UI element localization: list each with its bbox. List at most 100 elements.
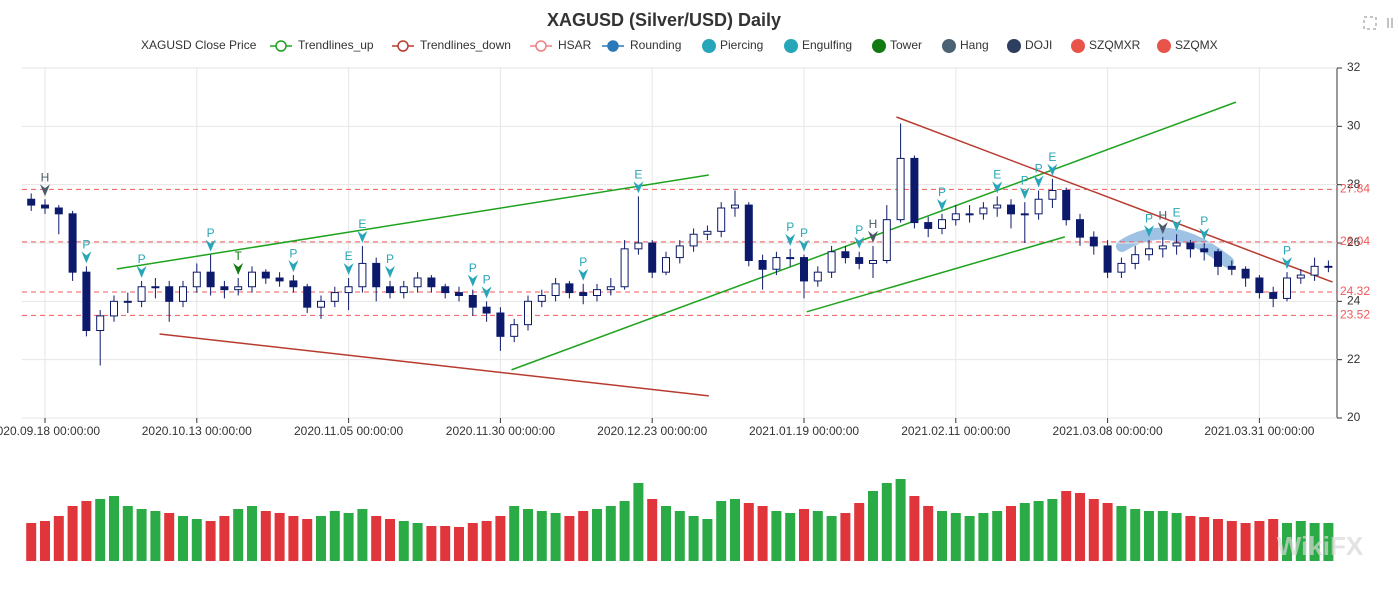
volume-bar (633, 483, 644, 561)
pattern-marker (992, 181, 1003, 194)
candle-body (1103, 245, 1112, 273)
pattern-label: E (993, 168, 1001, 182)
candle-body (441, 286, 450, 294)
volume-bar (592, 509, 602, 561)
volume-bar (1240, 523, 1251, 561)
y-tick-label: 32 (1347, 60, 1361, 74)
x-tick-label: 2021.01.19 00:00:00 (749, 424, 859, 438)
pattern-marker (633, 181, 644, 194)
candle-body (786, 257, 795, 260)
x-tick-label: 2021.03.08 00:00:00 (1053, 424, 1163, 438)
trendline (896, 116, 1333, 283)
volume-bar (67, 506, 78, 561)
candle-body (1117, 262, 1126, 273)
volume-bar (868, 491, 878, 561)
pattern-label: P (1021, 173, 1029, 187)
volume-bar (605, 506, 616, 561)
volume-bar (1323, 523, 1334, 561)
volume-bar (1102, 503, 1113, 561)
candle-body (358, 262, 367, 288)
volume-bar (481, 521, 492, 561)
candle-body (882, 219, 891, 262)
volume-bar (1144, 511, 1154, 561)
legend-icon (275, 40, 287, 52)
volume-bar (150, 511, 161, 561)
pattern-marker (385, 265, 395, 278)
volume-bar (564, 516, 575, 561)
candle-body (1255, 277, 1264, 294)
candle-body (165, 286, 174, 302)
candle-body (1283, 277, 1291, 299)
pattern-label: P (289, 246, 297, 260)
volume-bar (53, 516, 64, 561)
volume-bar (302, 519, 313, 561)
legend-icon (1157, 39, 1171, 53)
volume-bar (716, 501, 727, 561)
candle-body (206, 271, 215, 288)
candle-body (951, 213, 960, 221)
volume-bar (122, 506, 133, 561)
volume-bar (1019, 503, 1030, 561)
volume-bar (674, 511, 685, 561)
legend-label: Hang (960, 38, 989, 52)
volume-bar (647, 499, 658, 561)
pattern-label: P (579, 255, 587, 269)
pattern-label: E (634, 168, 642, 182)
x-tick-label: 2020.09.18 00:00:00 (0, 424, 100, 438)
candle-body (1269, 292, 1278, 299)
legend-icon (784, 39, 798, 53)
candle-body (427, 277, 436, 288)
candle-body (579, 292, 588, 297)
volume-bar (1199, 517, 1210, 561)
candle-body (68, 213, 77, 273)
volume-bar (785, 513, 796, 561)
candle-body (965, 213, 974, 216)
volume-bar (371, 516, 382, 561)
x-tick-label: 2021.03.31 00:00:00 (1204, 424, 1314, 438)
volume-bar (454, 527, 464, 561)
candle-body (303, 286, 312, 308)
volume-bar (730, 499, 740, 561)
candle-body (1089, 236, 1098, 247)
candle-body (179, 286, 187, 302)
candle-body (1145, 248, 1153, 256)
volume-bar (1033, 501, 1044, 561)
pattern-marker (868, 230, 878, 243)
volume-bar (854, 503, 865, 561)
candle-body (1241, 268, 1250, 279)
candle-body (96, 315, 105, 331)
volume-bar (1116, 506, 1127, 561)
volume-bar (467, 523, 478, 561)
volume-bar (329, 511, 340, 561)
volume-bar (550, 513, 561, 561)
candle-body (648, 242, 657, 273)
volume-bar (619, 501, 630, 561)
candle-body (1048, 190, 1057, 200)
pattern-label: T (235, 249, 243, 263)
candle-body (1076, 219, 1084, 238)
pattern-marker (81, 251, 92, 264)
candle-body (1296, 274, 1305, 279)
volume-bar (398, 521, 409, 561)
pattern-label: P (138, 252, 146, 266)
pattern-label: E (1173, 205, 1181, 219)
candle-body (27, 198, 36, 206)
pattern-marker (937, 198, 947, 211)
candle-body (1020, 213, 1029, 216)
pattern-label: P (82, 238, 90, 252)
pattern-marker (481, 286, 492, 299)
volume-bar (909, 496, 920, 561)
candle-body (772, 257, 781, 270)
candle-body (455, 292, 463, 297)
pattern-marker (40, 184, 50, 197)
candle-body (1007, 204, 1015, 215)
y-tick-label: 24 (1347, 294, 1361, 308)
candle-body (317, 300, 325, 308)
legend-icon (535, 40, 547, 52)
candle-body (800, 257, 808, 282)
volume-bar (743, 503, 754, 561)
toolbox[interactable] (1363, 16, 1393, 30)
candle-body (869, 260, 877, 264)
candle-body (496, 312, 505, 337)
volume-bar (164, 513, 175, 561)
